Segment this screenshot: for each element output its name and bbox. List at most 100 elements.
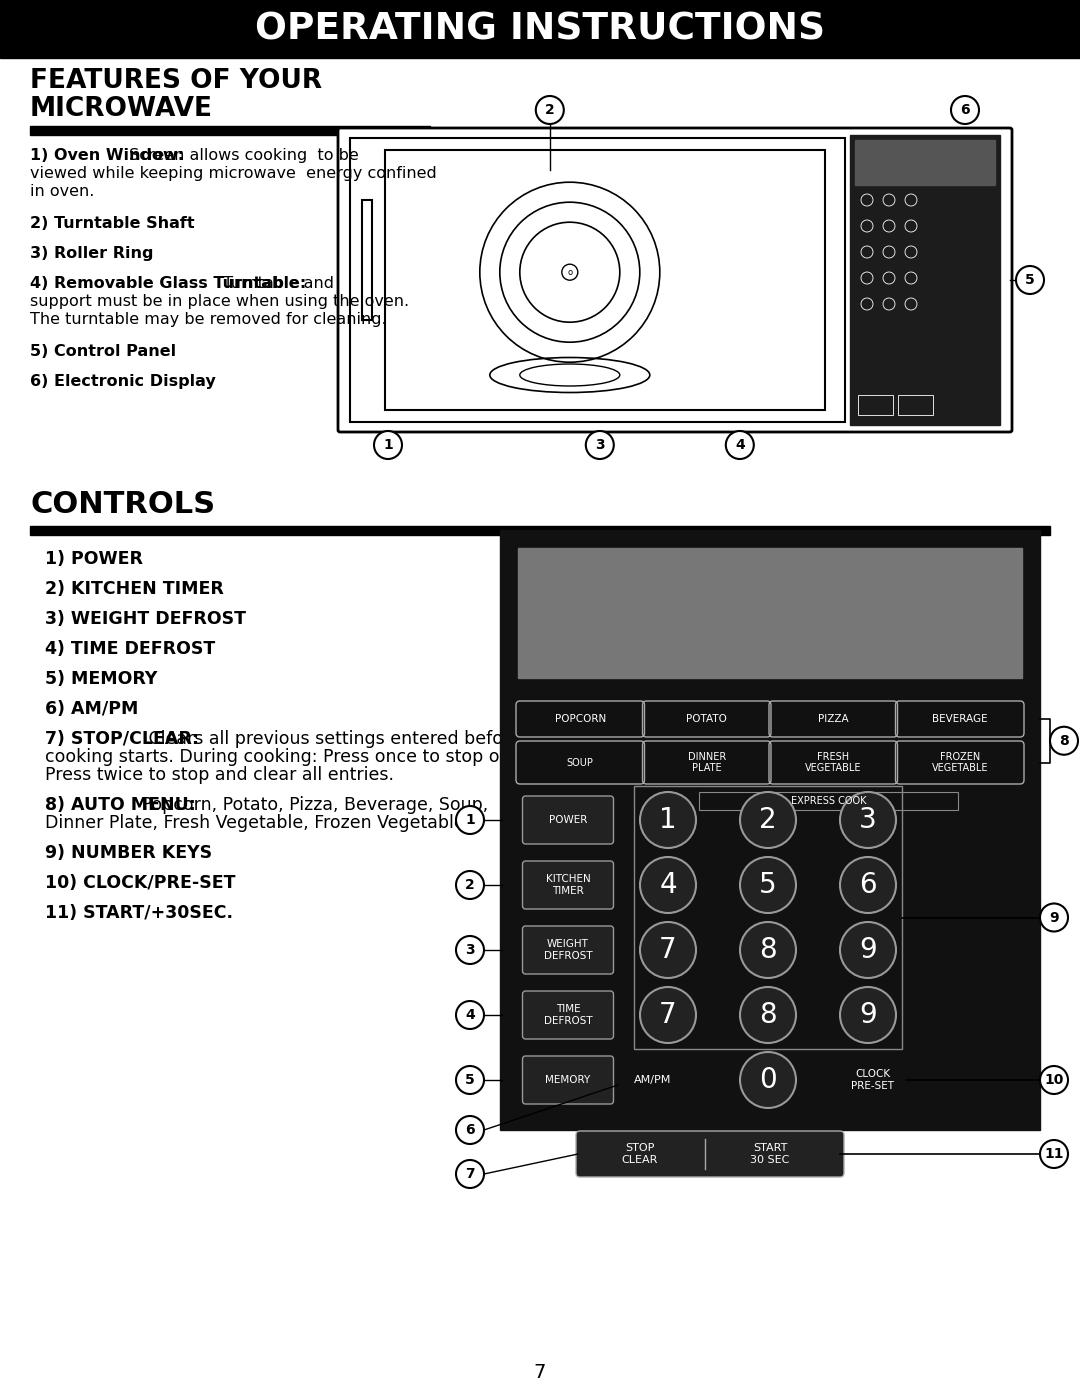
Bar [855, 140, 995, 184]
Text: Clears all previous settings entered before: Clears all previous settings entered bef… [143, 731, 521, 747]
Circle shape [456, 806, 484, 834]
Text: 4) TIME DEFROST: 4) TIME DEFROST [45, 640, 215, 658]
Circle shape [456, 1066, 484, 1094]
Text: CLOCK
PRE-SET: CLOCK PRE-SET [851, 1069, 894, 1091]
Circle shape [1016, 265, 1044, 293]
Text: 10: 10 [1044, 1073, 1064, 1087]
Circle shape [374, 432, 402, 460]
FancyBboxPatch shape [523, 796, 613, 844]
Circle shape [640, 988, 696, 1044]
Text: Screen allows cooking  to be: Screen allows cooking to be [124, 148, 360, 163]
Bar [30, 126, 430, 136]
Circle shape [536, 96, 564, 124]
Bar [699, 792, 958, 810]
Text: The turntable may be removed for cleaning.: The turntable may be removed for cleanin… [30, 312, 387, 327]
Text: OPERATING INSTRUCTIONS: OPERATING INSTRUCTIONS [255, 11, 825, 47]
Text: AM/PM: AM/PM [634, 1076, 672, 1085]
Circle shape [456, 1160, 484, 1187]
Text: STOP
CLEAR: STOP CLEAR [622, 1143, 658, 1165]
Text: 4: 4 [659, 870, 677, 900]
Text: 5: 5 [1025, 272, 1035, 286]
Text: 9: 9 [859, 1002, 877, 1030]
Text: 7: 7 [534, 1362, 546, 1382]
Text: 8: 8 [759, 1002, 777, 1030]
Text: 3) Roller Ring: 3) Roller Ring [30, 246, 153, 261]
Text: 4) Removable Glass Turntable:: 4) Removable Glass Turntable: [30, 277, 307, 291]
Text: DINNER
PLATE: DINNER PLATE [688, 752, 726, 774]
Text: viewed while keeping microwave  energy confined: viewed while keeping microwave energy co… [30, 166, 436, 182]
Text: in oven.: in oven. [30, 184, 94, 198]
Text: FROZEN
VEGETABLE: FROZEN VEGETABLE [931, 752, 988, 774]
Circle shape [1050, 726, 1078, 754]
Text: 5) MEMORY: 5) MEMORY [45, 671, 158, 687]
Text: 1) Oven Window:: 1) Oven Window: [30, 148, 184, 163]
Text: 6: 6 [960, 103, 970, 117]
Text: Turntable and: Turntable and [213, 277, 334, 291]
Bar [634, 787, 902, 1049]
Text: POWER: POWER [549, 814, 588, 826]
Circle shape [640, 856, 696, 914]
Text: TIME
DEFROST: TIME DEFROST [543, 1004, 592, 1025]
Circle shape [456, 1002, 484, 1030]
Circle shape [1040, 904, 1068, 932]
Text: 4: 4 [465, 1009, 475, 1023]
Text: 8: 8 [759, 936, 777, 964]
Circle shape [740, 1052, 796, 1108]
FancyBboxPatch shape [523, 1056, 613, 1104]
Text: WEIGHT
DEFROST: WEIGHT DEFROST [543, 939, 592, 961]
Text: Popcorn, Potato, Pizza, Beverage, Soup,: Popcorn, Potato, Pizza, Beverage, Soup, [136, 796, 488, 814]
Circle shape [456, 870, 484, 900]
FancyBboxPatch shape [523, 926, 613, 974]
Text: 3) WEIGHT DEFROST: 3) WEIGHT DEFROST [45, 610, 246, 629]
Text: 7: 7 [659, 1002, 677, 1030]
Text: POPCORN: POPCORN [555, 714, 606, 724]
Text: 1: 1 [465, 813, 475, 827]
Text: 2) Turntable Shaft: 2) Turntable Shaft [30, 217, 194, 231]
Text: 9: 9 [859, 936, 877, 964]
Text: cooking starts. During cooking: Press once to stop oven.: cooking starts. During cooking: Press on… [45, 747, 537, 766]
Circle shape [840, 988, 896, 1044]
Circle shape [456, 1116, 484, 1144]
Text: 7: 7 [465, 1166, 475, 1180]
Text: START
30 SEC: START 30 SEC [751, 1143, 789, 1165]
Text: 11) START/+30SEC.: 11) START/+30SEC. [45, 904, 233, 922]
Text: o: o [567, 268, 572, 277]
Text: 2: 2 [545, 103, 555, 117]
Circle shape [726, 432, 754, 460]
Circle shape [740, 856, 796, 914]
Bar [362, 200, 372, 320]
Text: POTATO: POTATO [686, 714, 727, 724]
Text: BEVERAGE: BEVERAGE [932, 714, 987, 724]
Bar [0, 0, 1080, 59]
Circle shape [585, 432, 613, 460]
Text: 10) CLOCK/PRE-SET: 10) CLOCK/PRE-SET [45, 875, 235, 893]
Text: 3: 3 [595, 439, 605, 453]
Text: 8: 8 [1059, 733, 1069, 747]
Text: 2: 2 [759, 806, 777, 834]
Circle shape [456, 936, 484, 964]
Text: FRESH
VEGETABLE: FRESH VEGETABLE [805, 752, 862, 774]
Text: Dinner Plate, Fresh Vegetable, Frozen Vegetable.: Dinner Plate, Fresh Vegetable, Frozen Ve… [45, 814, 470, 833]
Text: 6: 6 [860, 870, 877, 900]
Circle shape [840, 922, 896, 978]
FancyBboxPatch shape [523, 990, 613, 1039]
Text: support must be in place when using the oven.: support must be in place when using the … [30, 293, 409, 309]
Text: MEMORY: MEMORY [545, 1076, 591, 1085]
Text: 1) POWER: 1) POWER [45, 550, 143, 569]
Bar [384, 149, 825, 409]
Circle shape [640, 922, 696, 978]
Text: 9: 9 [1049, 911, 1058, 925]
Text: 0: 0 [759, 1066, 777, 1094]
FancyBboxPatch shape [576, 1132, 843, 1178]
Text: MICROWAVE: MICROWAVE [30, 96, 213, 122]
Text: 5: 5 [465, 1073, 475, 1087]
Text: 11: 11 [1044, 1147, 1064, 1161]
Circle shape [840, 856, 896, 914]
Text: SOUP: SOUP [567, 757, 594, 767]
Text: 9) NUMBER KEYS: 9) NUMBER KEYS [45, 844, 212, 862]
Text: 1: 1 [659, 806, 677, 834]
Text: 3: 3 [465, 943, 475, 957]
Circle shape [1040, 1140, 1068, 1168]
Circle shape [840, 792, 896, 848]
Bar [897, 395, 933, 415]
